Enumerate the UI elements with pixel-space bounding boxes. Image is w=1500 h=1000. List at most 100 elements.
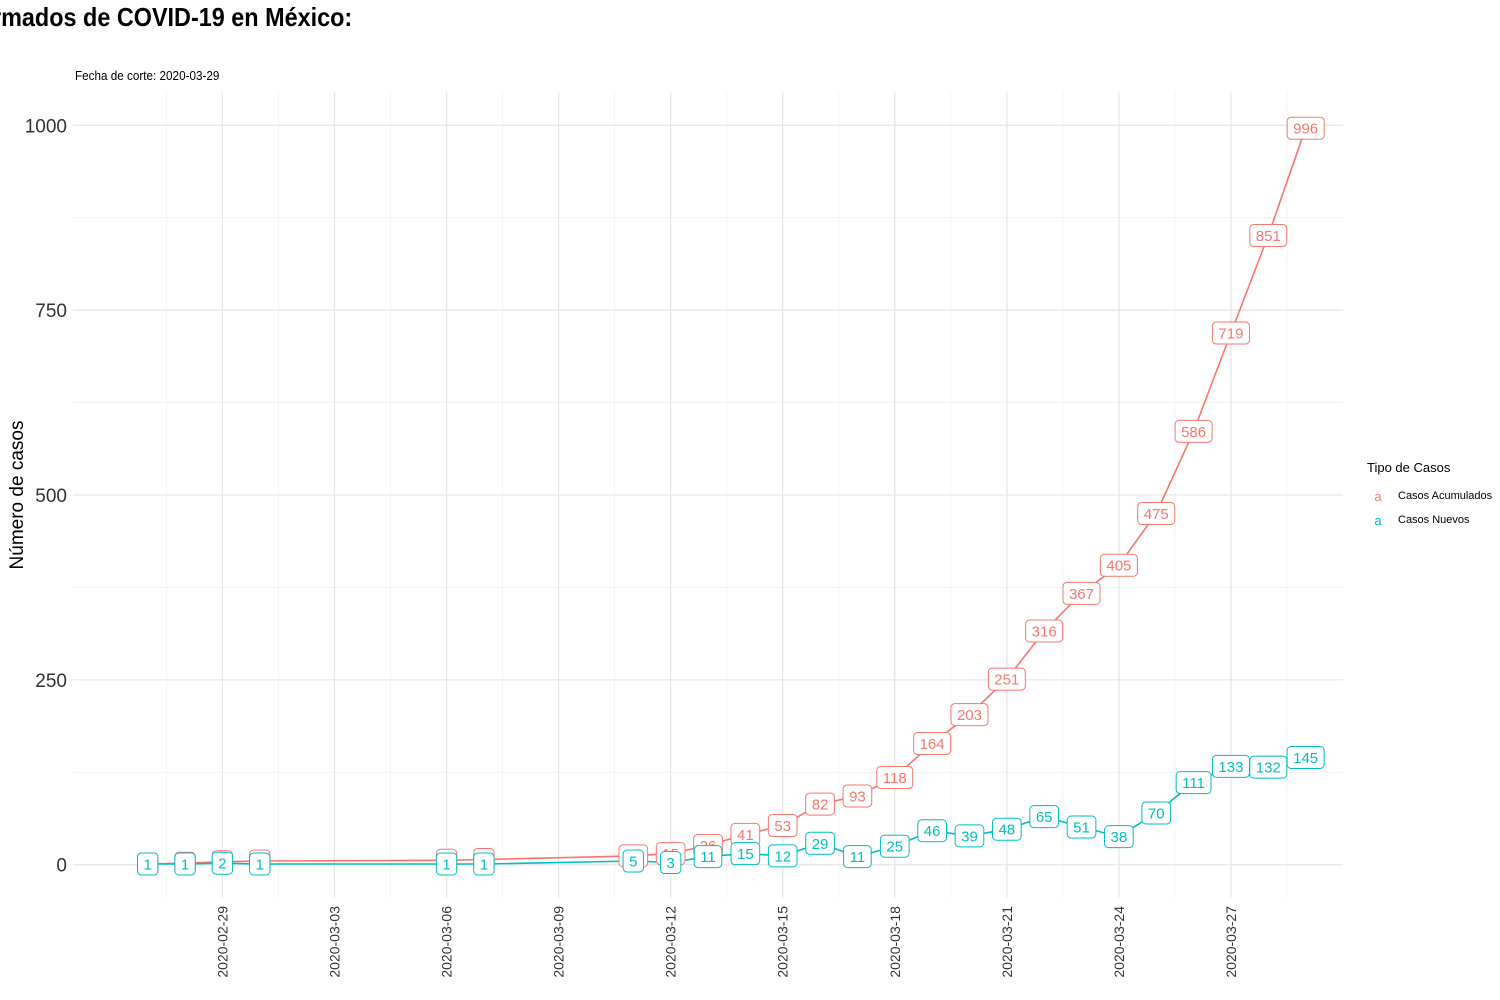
axes: 0 250 500 750 1000 2020-02-29 2020-03-03 2020-0… [25,116,1239,977]
svg-text:164: 164 [920,736,945,753]
svg-text:316: 316 [1032,624,1057,641]
svg-text:15: 15 [737,846,754,863]
svg-text:5: 5 [629,854,637,871]
data-label: 53 [767,814,798,838]
data-label: 405 [1099,553,1138,577]
y-tick-label: 750 [35,301,67,322]
legend: Tipo de Casos a Casos Acumulados a Casos Nu… [1367,460,1492,532]
svg-text:41: 41 [737,827,754,844]
svg-text:29: 29 [812,836,829,853]
data-label: 251 [987,667,1026,691]
svg-text:203: 203 [957,707,982,724]
data-label: 25 [879,834,910,858]
svg-text:1: 1 [442,856,450,873]
svg-text:2: 2 [218,856,226,873]
data-label: 70 [1141,801,1172,825]
svg-text:475: 475 [1144,506,1169,523]
data-label: 2 [211,851,234,875]
data-label: 11 [693,845,723,869]
data-labels: 1245671215264153829311816420325131636740… [137,116,1325,876]
data-label: 132 [1249,755,1288,779]
x-tick-label: 2020-03-15 [775,906,791,978]
data-label: 15 [730,842,761,866]
svg-text:996: 996 [1293,121,1318,138]
data-label: 164 [913,731,952,755]
data-label: 93 [842,784,873,808]
svg-text:367: 367 [1069,586,1094,603]
chart-subtitle: Fecha de corte: 2020-03-29 [75,68,220,83]
data-label: 851 [1249,223,1288,247]
svg-text:25: 25 [886,839,903,856]
svg-text:1: 1 [480,856,488,873]
svg-text:82: 82 [812,797,829,814]
data-label: 82 [805,792,835,816]
data-label: 145 [1286,746,1325,770]
y-tick-label: 0 [56,856,67,877]
legend-label: Casos Nuevos [1398,514,1470,526]
svg-text:586: 586 [1181,424,1206,441]
y-tick-label: 250 [35,671,67,692]
svg-text:251: 251 [994,672,1019,689]
data-label: 39 [954,824,985,848]
svg-text:65: 65 [1036,809,1053,826]
data-label: 46 [917,819,947,843]
data-label: 11 [843,845,872,869]
data-label: 111 [1175,771,1212,795]
data-label: 1 [137,852,159,876]
x-tick-label: 2020-03-21 [999,906,1015,978]
svg-text:93: 93 [849,788,866,805]
data-label: 316 [1025,619,1064,643]
svg-text:46: 46 [924,823,941,840]
data-label: 586 [1174,419,1213,443]
data-label: 203 [950,703,989,727]
x-tick-label: 2020-03-03 [326,906,342,978]
svg-text:1: 1 [256,856,264,873]
data-label: 3 [659,851,682,875]
svg-text:405: 405 [1106,558,1131,575]
data-label: 719 [1211,321,1250,345]
y-axis-label: Número de casos [7,421,28,570]
svg-text:719: 719 [1218,326,1243,343]
svg-text:39: 39 [961,828,978,845]
data-label: 5 [622,849,644,873]
x-tick-label: 2020-03-27 [1223,906,1239,978]
svg-text:851: 851 [1256,228,1281,245]
data-label: 65 [1029,805,1060,829]
svg-text:1: 1 [144,856,152,873]
svg-text:48: 48 [998,822,1015,839]
x-tick-label: 2020-03-06 [439,906,455,978]
data-label: 38 [1104,825,1134,849]
x-tick-label: 2020-03-12 [663,906,679,978]
svg-text:111: 111 [1182,775,1205,792]
svg-text:133: 133 [1218,759,1243,776]
legend-key: a [1374,512,1382,528]
svg-text:118: 118 [883,770,907,787]
svg-text:70: 70 [1148,805,1165,822]
data-label: 133 [1211,754,1250,778]
svg-text:11: 11 [700,849,716,866]
x-tick-label: 2020-03-09 [551,906,567,978]
svg-text:1: 1 [181,856,189,873]
data-label: 367 [1062,581,1101,605]
data-label: 41 [730,822,761,846]
data-label: 48 [991,817,1022,841]
svg-text:3: 3 [666,855,674,872]
legend-title: Tipo de Casos [1367,460,1451,475]
svg-text:38: 38 [1111,829,1128,846]
data-label: 1 [473,852,495,876]
x-tick-label: 2020-02-29 [214,906,230,978]
data-label: 118 [876,765,914,789]
legend-items: a Casos Acumulados a Casos Nuevos [1367,484,1492,532]
grid [73,92,1343,898]
legend-item: a Casos Acumulados [1367,484,1492,508]
x-tick-label: 2020-03-18 [887,906,903,978]
data-label: 12 [767,844,798,868]
data-label: 51 [1066,815,1097,839]
svg-text:53: 53 [774,818,791,835]
svg-text:145: 145 [1293,750,1318,767]
svg-text:132: 132 [1256,760,1281,777]
y-tick-label: 1000 [25,116,67,137]
data-label: 996 [1286,116,1325,140]
y-tick-label: 500 [35,486,67,507]
data-label: 29 [805,831,835,855]
